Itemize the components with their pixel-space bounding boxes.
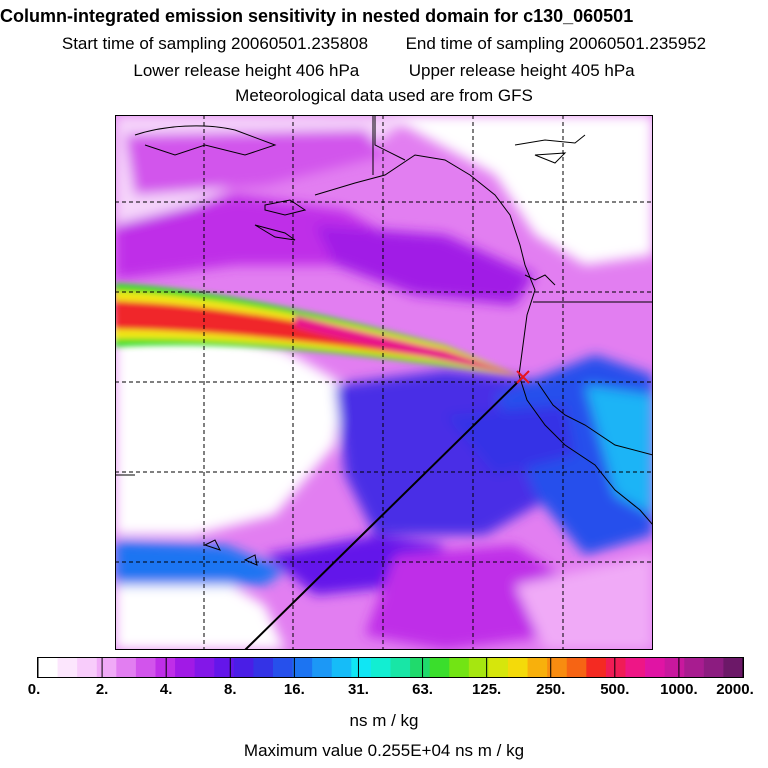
color-scale-cell (175, 658, 196, 678)
color-scale-cell (566, 658, 587, 678)
color-scale-tick-label: 8. (224, 681, 237, 695)
color-scale-units: ns m / kg (349, 711, 419, 730)
color-scale-tick-label: 0. (28, 681, 41, 695)
color-scale-cell (586, 658, 607, 678)
color-scale-tick-label: 4. (160, 681, 173, 695)
color-scale-cell (547, 658, 568, 678)
color-scale-tick-label: 2000. (716, 681, 754, 695)
color-scale-tick-label: 500. (600, 681, 629, 695)
color-scale-cell (233, 658, 255, 678)
color-scale-cell (468, 658, 490, 678)
start-time-label: Start time of sampling 20060501.235808 (61, 34, 369, 53)
color-scale-cell (273, 658, 294, 678)
color-scale-legend: 0. 2. 4. 8. 16. 31. 63. 125. 250. 500. 1000. 2000. (28, 657, 754, 695)
flight-track (244, 376, 524, 650)
end-time-label: End time of sampling 20060501.235952 (405, 34, 707, 53)
color-scale-cell (312, 658, 333, 678)
color-scale-cell (488, 658, 509, 678)
color-scale-cell (77, 658, 98, 678)
color-scale-tick-label: 250. (536, 681, 565, 695)
color-scale-cell (370, 658, 392, 678)
color-scale-cell (194, 658, 215, 678)
color-scale-tick-label: 2. (96, 681, 109, 695)
color-scale-cell (135, 658, 157, 678)
met-data-label: Meteorological data used are from GFS (235, 86, 533, 105)
color-scale-tick-label: 63. (412, 681, 433, 695)
color-scale-cell (410, 658, 431, 678)
color-scale-cell (57, 658, 78, 678)
color-scale-cell (723, 658, 744, 678)
upper-release-label: Upper release height 405 hPa (408, 61, 635, 80)
color-scale-cell (214, 658, 235, 678)
color-scale-cell (625, 658, 646, 678)
color-scale-cell (605, 658, 627, 678)
color-scale-cell (292, 658, 313, 678)
emission-plume (115, 283, 521, 376)
release-point-marker (516, 370, 530, 384)
color-scale-tick-label: 125. (472, 681, 501, 695)
lower-release-label: Lower release height 406 hPa (133, 61, 360, 80)
sensitivity-field (115, 115, 653, 650)
color-scale-tick-label: 16. (284, 681, 305, 695)
map-frame (115, 115, 653, 650)
color-scale-cell (38, 658, 59, 678)
color-scale-cell (527, 658, 548, 678)
color-scale-cell (116, 658, 137, 678)
color-scale-tick-label: 1000. (660, 681, 698, 695)
color-scale-cell (684, 658, 705, 678)
color-scale-cell (508, 658, 529, 678)
color-scale-cell (331, 658, 352, 678)
map-title: Column-integrated emission sensitivity i… (0, 6, 634, 26)
color-scale-cell (703, 658, 725, 678)
color-scale-labels: 0. 2. 4. 8. 16. 31. 63. 125. 250. 500. 1000. 2000. (28, 681, 754, 695)
color-scale-frame (37, 657, 744, 678)
color-scale-cell (351, 658, 372, 678)
color-scale-cells (37, 658, 744, 678)
color-scale-cell (664, 658, 685, 678)
region-boundaries (372, 115, 653, 303)
sensitivity-map (115, 115, 653, 650)
color-scale-cell (253, 658, 274, 678)
release-heights-row: Lower release height 406 hPa Upper relea… (0, 61, 768, 81)
color-scale-cell (390, 658, 411, 678)
color-scale-cell (645, 658, 666, 678)
graticule (115, 115, 653, 650)
color-scale-cell (429, 658, 450, 678)
color-scale-tick-label: 31. (348, 681, 369, 695)
color-scale-cell (155, 658, 176, 678)
color-scale-cell (449, 658, 470, 678)
color-scale-cell (96, 658, 117, 678)
maximum-value-label: Maximum value 0.255E+04 ns m / kg (243, 741, 525, 760)
sampling-times-row: Start time of sampling 20060501.235808 E… (0, 34, 768, 54)
